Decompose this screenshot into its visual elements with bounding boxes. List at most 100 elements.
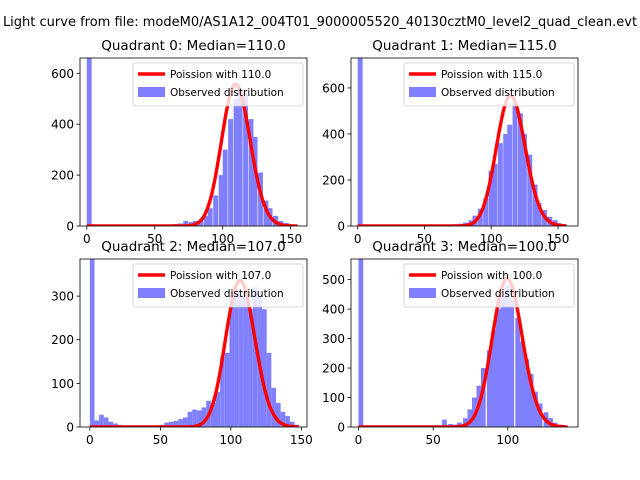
histogram-bar	[178, 419, 183, 427]
figure-suptitle: Light curve from file: modeM0/AS1A12_004…	[3, 15, 637, 30]
x-tick-label: 50	[425, 433, 440, 447]
legend-observed-swatch	[138, 87, 165, 97]
histogram-bar	[467, 409, 473, 427]
panel-title: Quadrant 2: Median=107.0	[101, 239, 285, 255]
histogram-bar	[201, 407, 207, 427]
histogram-bar	[103, 417, 109, 427]
y-tick-label: 0	[337, 220, 345, 234]
histogram-bar	[507, 124, 513, 226]
histogram-bar	[248, 119, 254, 226]
y-tick-label: 100	[51, 377, 74, 391]
legend-observed-label: Observed distribution	[441, 87, 555, 99]
histogram-bar	[486, 350, 492, 427]
legend-fit-label: Poission with 100.0	[441, 270, 542, 282]
x-tick-label: 50	[153, 433, 168, 447]
panel-quadrant-1: Quadrant 1: Median=115.0 0 50 100 150 0 200 400…	[322, 38, 579, 246]
legend-fit-label: Poission with 107.0	[170, 270, 271, 282]
histogram-bar	[173, 420, 179, 427]
legend-observed-label: Observed distribution	[441, 288, 555, 300]
histogram-bar	[252, 287, 258, 427]
histogram-bar	[210, 403, 216, 427]
histogram-bar	[243, 293, 249, 427]
legend-box	[403, 62, 575, 107]
histogram-bar	[228, 119, 234, 226]
histogram-bar	[536, 202, 542, 226]
histogram-bar	[192, 409, 197, 427]
histogram-bar	[524, 359, 530, 427]
histogram-bar	[94, 420, 100, 427]
histogram-bar	[229, 300, 235, 427]
panel-quadrant-2: Quadrant 2: Median=107.0 0 50 100 150 0 100 200…	[51, 239, 313, 447]
histogram-bar	[233, 98, 239, 226]
y-tick-label: 200	[322, 173, 345, 187]
legend-fit-label: Poission with 110.0	[170, 69, 271, 81]
histogram-bar	[504, 285, 510, 427]
x-tick-label: 150	[547, 232, 570, 246]
poisson-fit-line	[86, 82, 298, 226]
histogram-bar	[262, 309, 267, 427]
y-tick-label: 0	[66, 421, 74, 435]
y-tick-label: 400	[322, 127, 345, 141]
legend-fit-label: Poission with 115.0	[441, 69, 542, 81]
histogram-bar	[252, 136, 258, 226]
histogram-bar	[480, 368, 486, 427]
legend-observed-swatch	[409, 87, 436, 97]
legend-box	[132, 263, 304, 308]
poisson-fit-line	[89, 278, 299, 427]
histogram-bar	[483, 198, 489, 226]
x-tick-label: 100	[480, 232, 503, 246]
y-tick-label: 0	[66, 220, 74, 234]
histogram-bar	[203, 215, 209, 226]
y-tick-label: 600	[322, 81, 345, 95]
legend-box	[132, 62, 304, 107]
y-tick-label: 200	[51, 333, 74, 347]
histogram-bar	[99, 414, 104, 427]
x-tick-label: 50	[147, 232, 162, 246]
axes-frame	[350, 258, 579, 428]
histogram-bar	[275, 403, 281, 427]
histogram-bar	[164, 422, 169, 427]
histogram-bar	[492, 163, 498, 226]
histogram-bar	[89, 259, 95, 427]
histogram-bar	[243, 93, 249, 226]
y-tick-label: 600	[51, 67, 74, 81]
x-tick-label: 0	[86, 433, 94, 447]
histogram-bar	[285, 416, 290, 427]
y-tick-label: 400	[322, 303, 345, 317]
x-tick-label: 50	[417, 232, 432, 246]
histogram-bar	[182, 417, 188, 427]
histogram-bar	[196, 410, 202, 427]
histogram-bar	[220, 357, 225, 427]
panel-title: Quadrant 1: Median=115.0	[372, 38, 556, 54]
x-tick-label: 0	[354, 232, 362, 246]
histogram-bar	[263, 200, 269, 226]
histogram-bar	[527, 154, 533, 226]
histogram-bar	[108, 421, 114, 427]
panel-title: Quadrant 0: Median=110.0	[101, 38, 285, 54]
histogram-bar	[500, 297, 506, 427]
histogram-bar	[113, 423, 118, 427]
x-tick-label: 150	[290, 433, 313, 447]
histogram-bar	[86, 58, 92, 226]
histogram-bar	[533, 391, 538, 427]
x-tick-label: 100	[496, 433, 519, 447]
histogram-bar	[222, 149, 228, 226]
y-tick-label: 0	[337, 421, 345, 435]
x-tick-label: 100	[211, 232, 234, 246]
panel-title: Quadrant 3: Median=100.0	[372, 239, 556, 255]
axes-frame	[79, 258, 308, 428]
histogram-bar	[519, 341, 525, 427]
panel-quadrant-3: Quadrant 3: Median=100.0 0 50 100 0 100 200 300…	[322, 239, 579, 447]
histogram-bar	[218, 175, 224, 226]
axes-frame	[79, 57, 308, 227]
y-tick-label: 200	[322, 362, 345, 376]
histogram-bar	[289, 421, 295, 427]
legend-observed-swatch	[409, 288, 436, 298]
histogram-bar	[442, 419, 447, 427]
histogram-bar	[517, 113, 523, 226]
x-tick-label: 150	[279, 232, 302, 246]
y-tick-label: 400	[51, 118, 74, 132]
x-tick-label: 0	[355, 433, 363, 447]
legend-observed-label: Observed distribution	[170, 288, 284, 300]
